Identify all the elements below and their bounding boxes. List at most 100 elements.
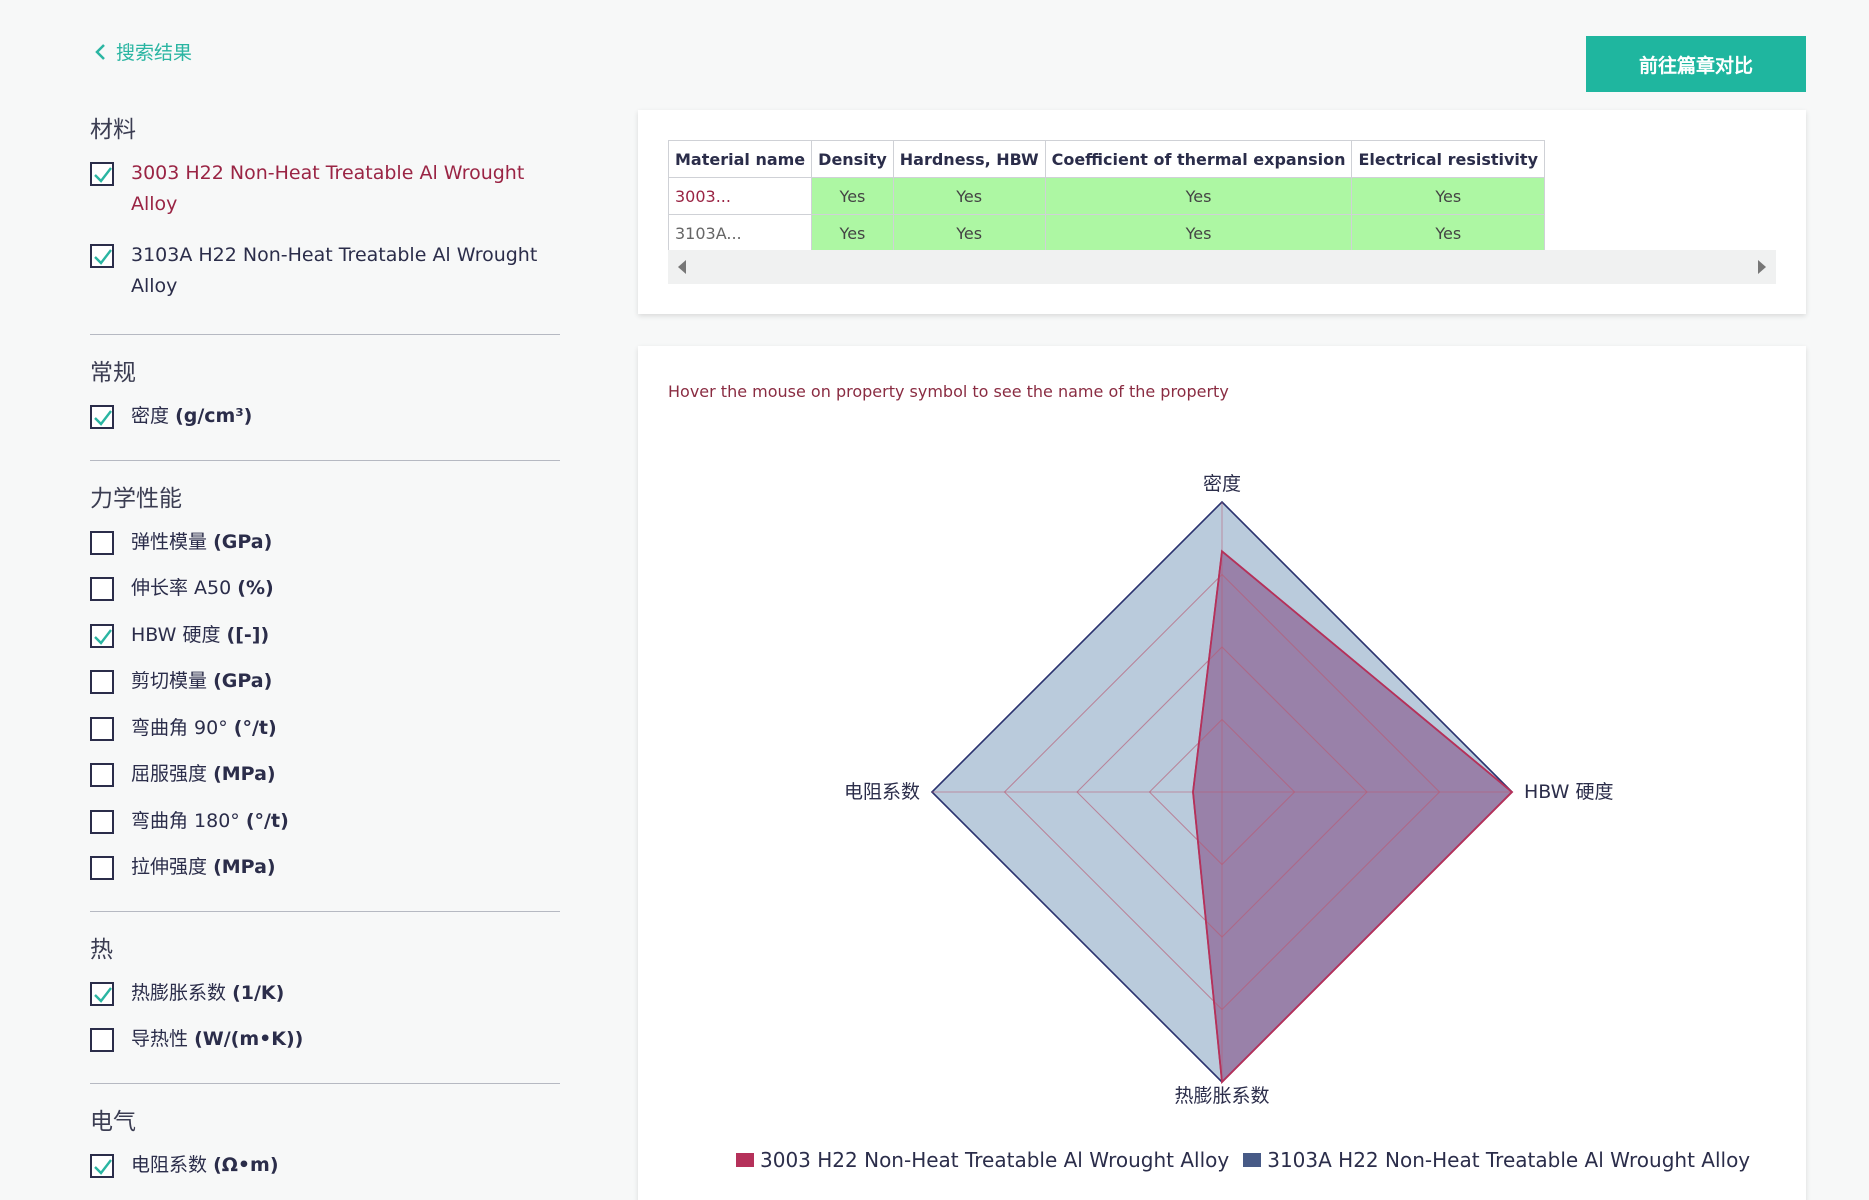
filter-option[interactable]: 密度 (g/cm³) bbox=[90, 401, 560, 432]
checkbox-unchecked[interactable] bbox=[90, 577, 114, 601]
filter-option-label: 热膨胀系数 (1/K) bbox=[131, 978, 284, 1009]
checkbox-checked[interactable] bbox=[90, 623, 114, 648]
materials-section: 材料 3003 H22 Non-Heat Treatable Al Wrough… bbox=[90, 110, 560, 335]
option-name: 密度 bbox=[131, 405, 170, 427]
axis-label: 电阻系数 bbox=[844, 781, 920, 803]
option-unit: (Ω•m) bbox=[213, 1153, 279, 1176]
mechanical-list: 弹性模量 (GPa) 伸长率 A50 (%) HBW 硬度 ([-]) 剪切模量 (G… bbox=[90, 527, 560, 884]
axis-label: HBW 硬度 bbox=[1524, 781, 1613, 803]
column-header: Hardness, HBW bbox=[892, 140, 1046, 178]
checkbox-unchecked[interactable] bbox=[90, 763, 114, 787]
filter-option[interactable]: 拉伸强度 (MPa) bbox=[90, 852, 560, 883]
material-name-cell[interactable]: 3003... bbox=[667, 177, 813, 215]
option-unit: (GPa) bbox=[213, 530, 273, 553]
checkbox-unchecked[interactable] bbox=[90, 716, 114, 741]
radar-chart-card: Hover the mouse on property symbol to se… bbox=[638, 346, 1806, 1200]
compare-chapters-button[interactable]: 前往篇章对比 bbox=[1586, 36, 1806, 92]
comparison-table-card: Material name Density Hardness, HBW Coeffic… bbox=[638, 110, 1806, 314]
checkbox-checked[interactable] bbox=[90, 244, 114, 268]
checkbox-unchecked[interactable] bbox=[90, 856, 114, 880]
option-name: 弹性模量 bbox=[131, 530, 208, 553]
option-name: 弯曲角 90° bbox=[131, 716, 228, 739]
chart-legend: 3003 H22 Non-Heat Treatable Al Wrought A… bbox=[736, 1148, 1764, 1172]
table-cell: Yes bbox=[892, 177, 1046, 215]
option-name: 屈服强度 bbox=[131, 763, 208, 785]
filter-option[interactable]: 弯曲角 90° (°/t) bbox=[90, 713, 560, 744]
mechanical-title: 力学性能 bbox=[90, 485, 182, 512]
column-header: Density bbox=[811, 140, 894, 178]
filter-option-label: 弹性模量 (GPa) bbox=[131, 527, 272, 558]
table-cell: Yes bbox=[1351, 177, 1545, 215]
general-section: 常规 密度 (g/cm³) bbox=[90, 353, 560, 461]
option-unit: (°/t) bbox=[233, 716, 277, 739]
legend-label: 3103A H22 Non-Heat Treatable Al Wrought … bbox=[1267, 1148, 1751, 1172]
table-row: 3003... Yes Yes Yes Yes bbox=[667, 177, 1545, 215]
filter-sidebar: 材料 3003 H22 Non-Heat Treatable Al Wrough… bbox=[90, 110, 560, 1200]
table-cell: Yes bbox=[1044, 177, 1353, 215]
column-header: Coefficient of thermal expansion bbox=[1044, 140, 1353, 178]
checkmark-icon bbox=[94, 1158, 112, 1175]
filter-option[interactable]: 弯曲角 180° (°/t) bbox=[90, 806, 560, 837]
filter-option[interactable]: 伸长率 A50 (%) bbox=[90, 573, 560, 604]
horizontal-scrollbar[interactable] bbox=[668, 250, 1776, 284]
checkbox-unchecked[interactable] bbox=[90, 530, 114, 555]
thermal-section: 热 热膨胀系数 (1/K) 导热性 (W/(m•K)) bbox=[90, 930, 560, 1084]
filter-option[interactable]: 弹性模量 (GPa) bbox=[90, 527, 560, 558]
materials-list: 3003 H22 Non-Heat Treatable Al Wrought A… bbox=[90, 158, 560, 302]
scroll-right-icon[interactable] bbox=[1758, 260, 1766, 274]
filter-option[interactable]: 热膨胀系数 (1/K) bbox=[90, 978, 560, 1009]
checkmark-icon bbox=[94, 986, 112, 1003]
material-name-cell[interactable]: 3103A... bbox=[667, 214, 813, 252]
option-name: 拉伸强度 bbox=[131, 856, 208, 878]
filter-option-label: HBW 硬度 ([-]) bbox=[131, 620, 269, 651]
back-to-search-results[interactable]: 搜索结果 bbox=[94, 38, 192, 65]
filter-option[interactable]: 3003 H22 Non-Heat Treatable Al Wrought A… bbox=[90, 158, 560, 220]
axis-label: 密度 bbox=[1203, 473, 1241, 495]
general-title: 常规 bbox=[90, 360, 136, 386]
option-name: 导热性 bbox=[131, 1028, 189, 1050]
legend-swatch bbox=[1243, 1153, 1262, 1167]
filter-option[interactable]: 剪切模量 (GPa) bbox=[90, 666, 560, 697]
checkbox-checked[interactable] bbox=[90, 981, 114, 1006]
table-cell: Yes bbox=[892, 214, 1046, 252]
option-unit: ([-]) bbox=[226, 623, 270, 646]
filter-option-label: 屈服强度 (MPa) bbox=[131, 759, 276, 790]
checkbox-unchecked[interactable] bbox=[90, 809, 114, 834]
checkbox-checked[interactable] bbox=[90, 1153, 114, 1178]
option-unit: (1/K) bbox=[232, 981, 285, 1004]
option-unit: (°/t) bbox=[245, 809, 289, 832]
filter-option-label: 弯曲角 90° (°/t) bbox=[131, 713, 277, 744]
option-unit: (%) bbox=[237, 577, 274, 599]
checkbox-checked[interactable] bbox=[90, 405, 114, 429]
table-row: 3103A... Yes Yes Yes Yes bbox=[667, 214, 1545, 252]
checkbox-checked[interactable] bbox=[90, 162, 114, 186]
checkmark-icon bbox=[94, 167, 112, 183]
filter-option-label: 拉伸强度 (MPa) bbox=[131, 852, 276, 883]
checkbox-unchecked[interactable] bbox=[90, 1028, 114, 1052]
filter-option[interactable]: 屈服强度 (MPa) bbox=[90, 759, 560, 790]
series-outline bbox=[1192, 549, 1514, 1084]
legend-item[interactable]: 3103A H22 Non-Heat Treatable Al Wrought … bbox=[1243, 1148, 1750, 1172]
legend-item[interactable]: 3003 H22 Non-Heat Treatable Al Wrought A… bbox=[736, 1148, 1229, 1172]
option-name: 弯曲角 180° bbox=[131, 809, 240, 832]
filter-option-label: 弯曲角 180° (°/t) bbox=[131, 806, 289, 837]
filter-option-label: 导热性 (W/(m•K)) bbox=[131, 1024, 303, 1055]
filter-option[interactable]: 电阻系数 (Ω•m) bbox=[90, 1150, 560, 1181]
checkbox-unchecked[interactable] bbox=[90, 670, 114, 694]
mechanical-section: 力学性能 弹性模量 (GPa) 伸长率 A50 (%) HBW 硬度 ([-]) 剪切… bbox=[90, 479, 560, 912]
filter-option[interactable]: HBW 硬度 ([-]) bbox=[90, 620, 560, 651]
table-cell: Yes bbox=[1044, 214, 1353, 252]
electrical-list: 电阻系数 (Ω•m) bbox=[90, 1150, 560, 1181]
table-cell: Yes bbox=[811, 214, 894, 252]
filter-option-label: 3003 H22 Non-Heat Treatable Al Wrought A… bbox=[131, 158, 560, 220]
electrical-section: 电气 电阻系数 (Ω•m) bbox=[90, 1102, 560, 1200]
filter-option-label: 3103A H22 Non-Heat Treatable Al Wrought … bbox=[131, 240, 560, 302]
thermal-list: 热膨胀系数 (1/K) 导热性 (W/(m•K)) bbox=[90, 978, 560, 1056]
axis-label: 热膨胀系数 bbox=[1174, 1085, 1269, 1107]
scroll-left-icon[interactable] bbox=[678, 260, 686, 274]
option-unit: (GPa) bbox=[213, 670, 273, 692]
filter-option[interactable]: 3103A H22 Non-Heat Treatable Al Wrought … bbox=[90, 240, 560, 302]
option-unit: (g/cm³) bbox=[175, 405, 253, 427]
filter-option[interactable]: 导热性 (W/(m•K)) bbox=[90, 1024, 560, 1055]
